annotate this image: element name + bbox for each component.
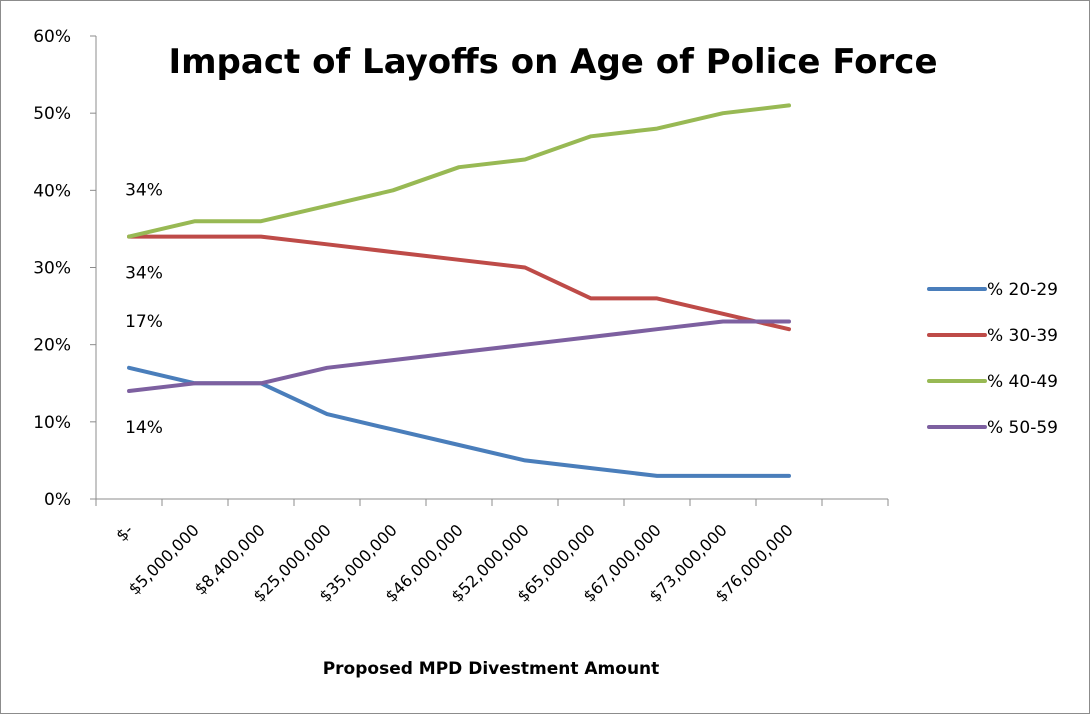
y-tick-label: 40%	[33, 181, 71, 201]
data-label: 17%	[125, 312, 163, 332]
y-tick-label: 60%	[33, 27, 71, 47]
legend-label: % 30-39	[987, 326, 1058, 346]
data-label: 34%	[125, 264, 163, 284]
legend: % 20-29 % 30-39 % 40-49 % 50-59	[927, 280, 1058, 438]
data-label: 14%	[125, 418, 163, 438]
chart-title: Impact of Layoffs on Age of Police Force	[168, 42, 937, 82]
series-layer	[127, 103, 791, 478]
data-label: 34%	[125, 181, 163, 201]
legend-label: % 50-59	[987, 418, 1058, 438]
series-line-30-39	[127, 234, 791, 332]
y-tick-label: 0%	[44, 490, 71, 510]
y-tick-label: 30%	[33, 259, 71, 279]
legend-label: % 40-49	[987, 372, 1058, 392]
series-line-50-59	[127, 319, 791, 393]
series-line-40-49	[127, 103, 791, 239]
legend-label: % 20-29	[987, 280, 1058, 300]
y-tick-label: 10%	[33, 413, 71, 433]
y-tick-label: 50%	[33, 104, 71, 124]
y-tick-label: 20%	[33, 336, 71, 356]
x-tick-label: $-	[112, 520, 137, 545]
data-labels: 34% 34% 17% 14%	[125, 181, 163, 438]
x-axis-title: Proposed MPD Divestment Amount	[323, 659, 660, 679]
